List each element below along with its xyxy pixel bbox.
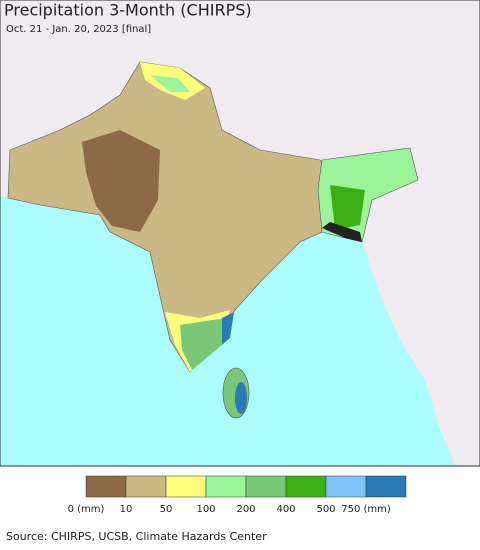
legend: 0 (mm) 10 50 100 200 400 500 750 (mm) <box>68 475 407 515</box>
legend-label: 50 <box>160 504 173 515</box>
northeast-wet <box>330 185 365 230</box>
map <box>0 0 480 467</box>
legend-label: 200 <box>236 504 255 515</box>
legend-swatch <box>285 475 327 498</box>
title: Precipitation 3-Month (CHIRPS) <box>4 1 252 20</box>
subtitle: Oct. 21 - Jan. 20, 2023 [final] <box>6 24 151 35</box>
south-blue <box>222 312 234 345</box>
legend-swatch <box>245 475 287 498</box>
dry-region <box>82 130 160 232</box>
north-green <box>150 75 190 92</box>
legend-label: 100 <box>196 504 215 515</box>
south-green <box>180 318 230 370</box>
map-frame <box>0 0 480 467</box>
legend-label: 10 <box>120 504 133 515</box>
legend-label: 400 <box>276 504 295 515</box>
legend-swatch <box>165 475 207 498</box>
sri-lanka-wet <box>235 382 247 414</box>
source: Source: CHIRPS, UCSB, Climate Hazards Ce… <box>6 530 267 543</box>
legend-swatch <box>85 475 127 498</box>
legend-swatch <box>325 475 367 498</box>
legend-swatch <box>205 475 247 498</box>
legend-swatch <box>365 475 407 498</box>
legend-label: 750 (mm) <box>341 504 391 515</box>
legend-swatch <box>125 475 167 498</box>
legend-label: 0 (mm) <box>68 504 105 515</box>
legend-label: 500 <box>316 504 335 515</box>
bangladesh-coast <box>322 222 362 242</box>
